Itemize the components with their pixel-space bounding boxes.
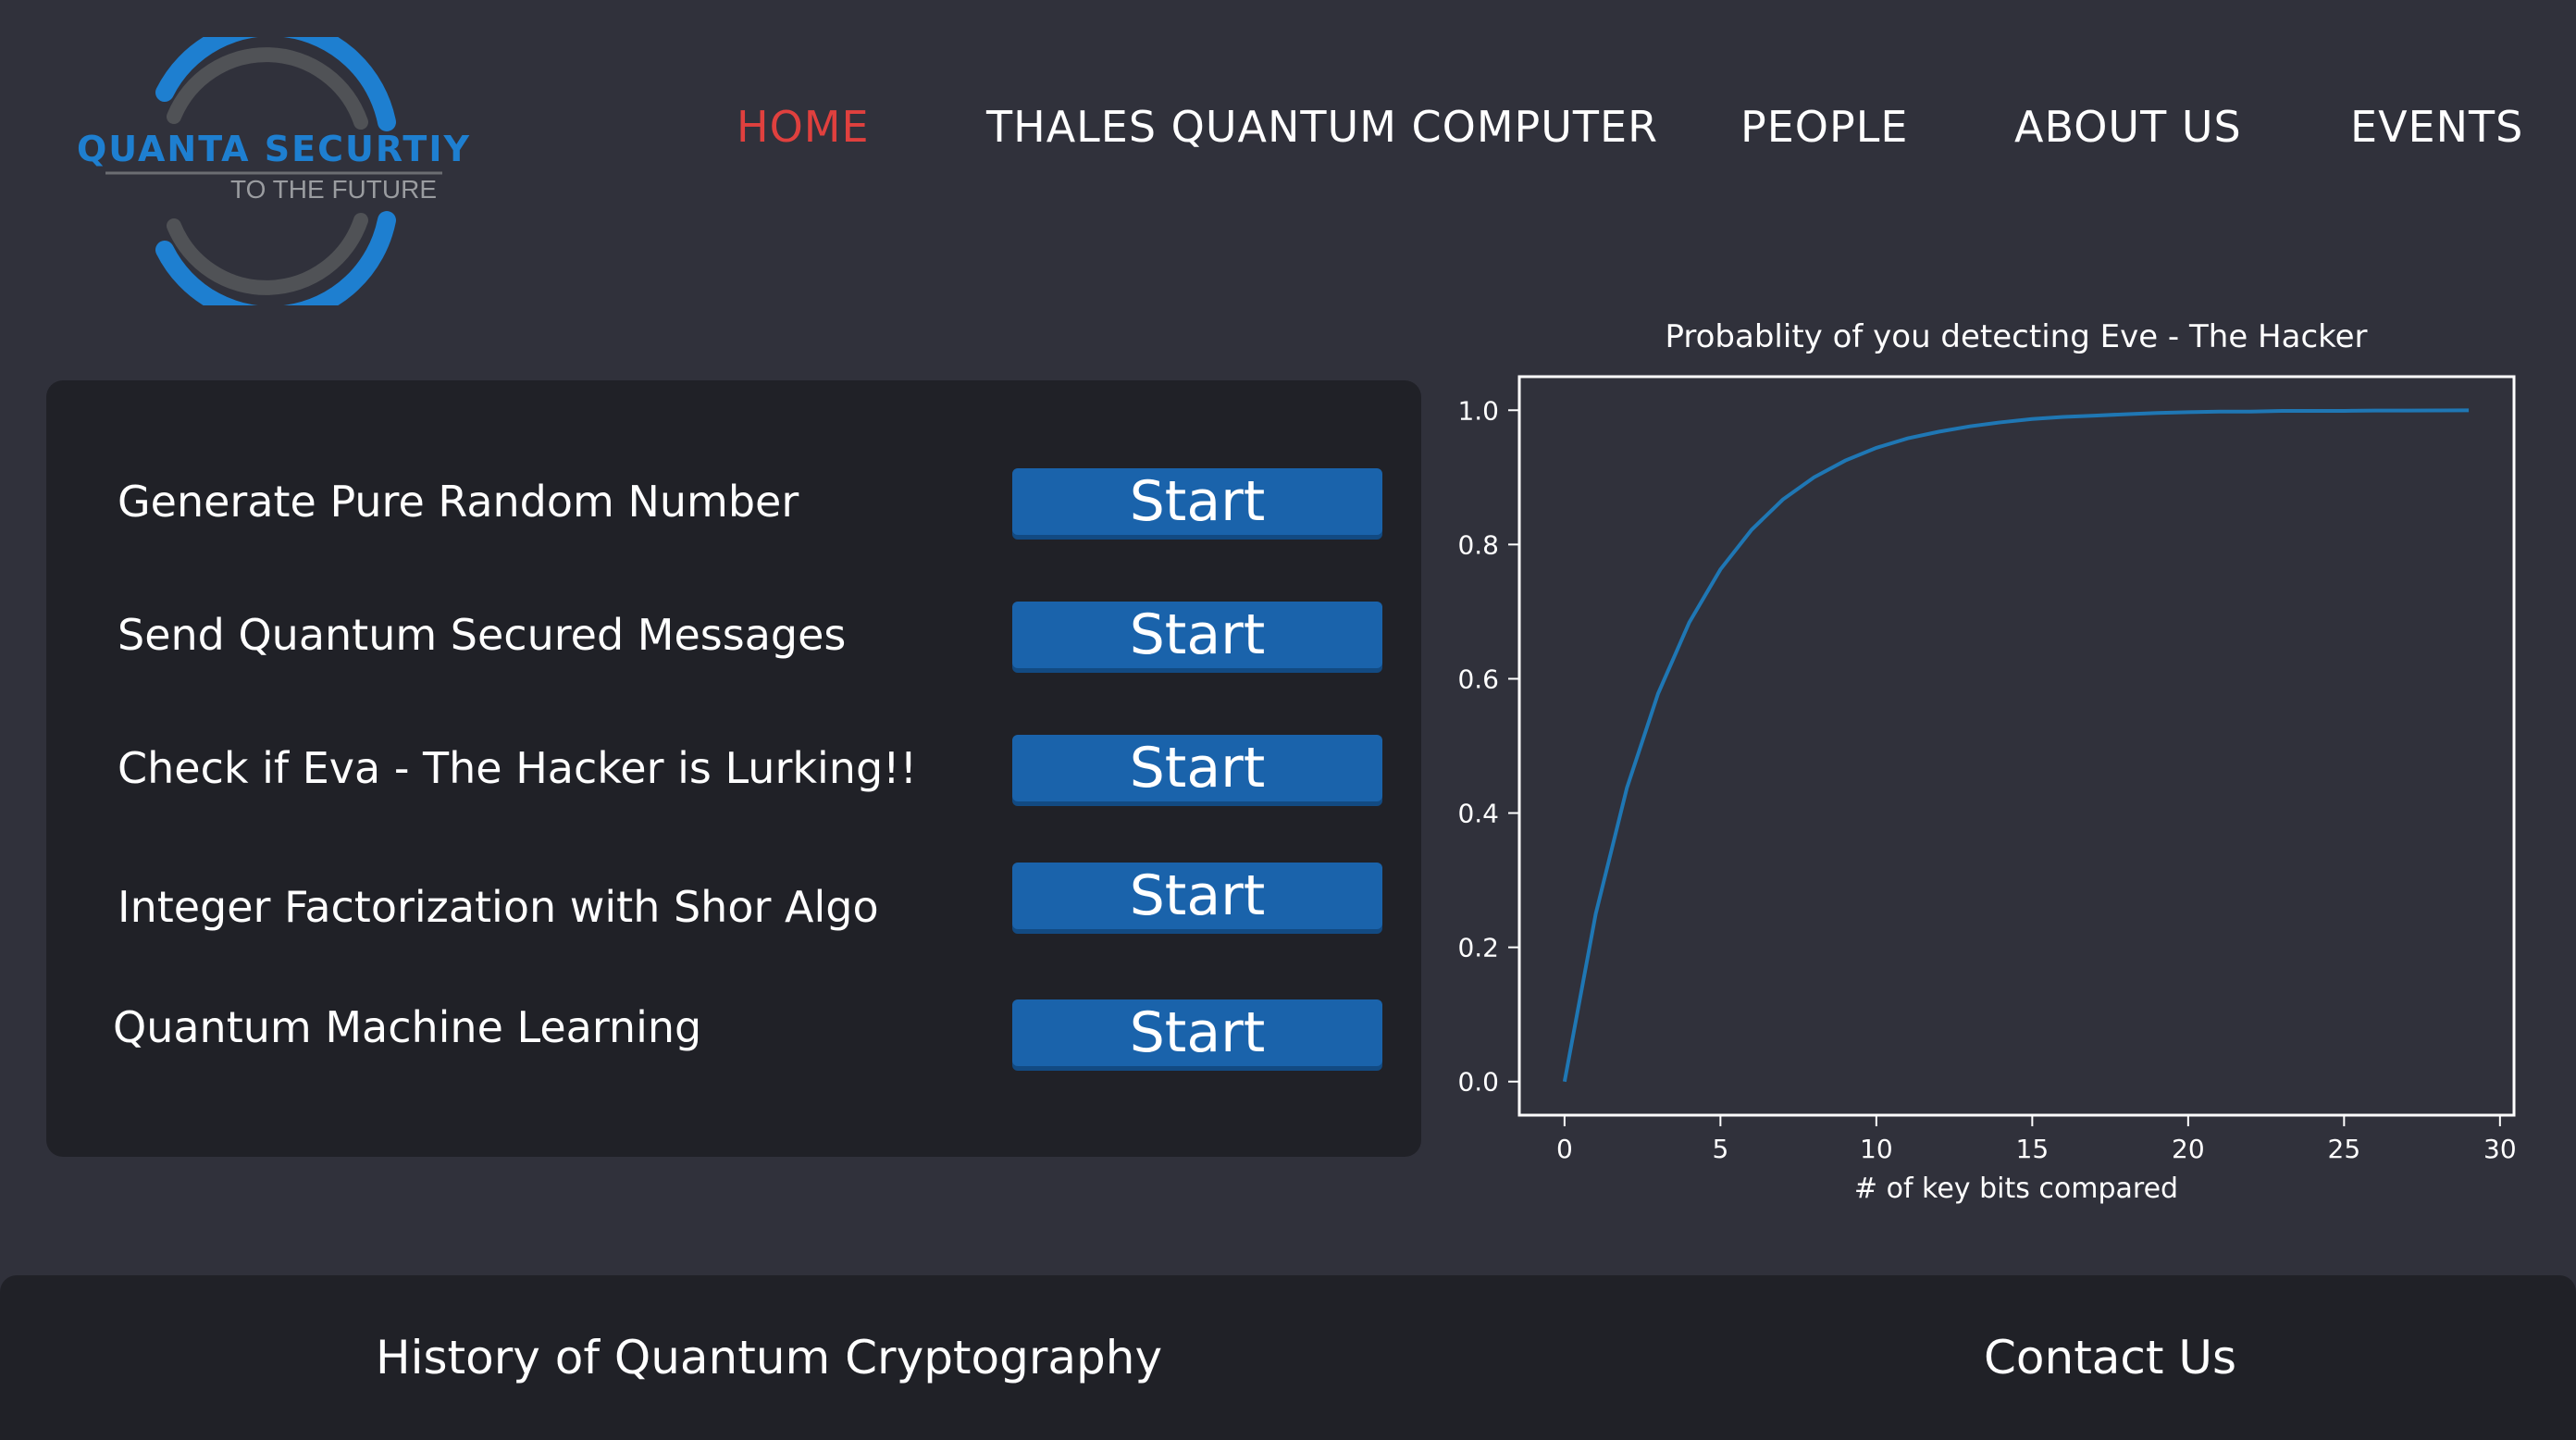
action-row-secured-messages: Send Quantum Secured Messages Start: [46, 602, 1421, 668]
y-tick-label: 0.2: [1457, 933, 1499, 963]
y-tick-label: 0.6: [1457, 664, 1499, 694]
action-label-secured-messages: Send Quantum Secured Messages: [118, 610, 847, 660]
start-random-number-button[interactable]: Start: [1012, 468, 1382, 535]
action-label-shor-factorization: Integer Factorization with Shor Algo: [118, 882, 879, 932]
nav-about-us[interactable]: ABOUT US: [2014, 102, 2242, 152]
action-row-hacker-check: Check if Eva - The Hacker is Lurking!! S…: [46, 735, 1421, 801]
action-row-quantum-ml: Quantum Machine Learning Start: [46, 999, 1421, 1066]
brand-tagline: TO THE FUTURE: [230, 175, 437, 204]
y-tick-label: 0.8: [1457, 529, 1499, 560]
y-tick-label: 0.4: [1457, 799, 1499, 829]
x-tick-label: 10: [1860, 1134, 1893, 1164]
action-row-random-number: Generate Pure Random Number Start: [46, 468, 1421, 535]
nav-events[interactable]: EVENTS: [2350, 102, 2524, 152]
main-nav: HOME THALES QUANTUM COMPUTER PEOPLE ABOU…: [0, 102, 2576, 167]
nav-thales-quantum-computer[interactable]: THALES QUANTUM COMPUTER: [986, 102, 1659, 152]
detection-probability-chart: Probablity of you detecting Eve - The Ha…: [1425, 305, 2554, 1222]
nav-home[interactable]: HOME: [737, 102, 870, 152]
y-tick-label: 0.0: [1457, 1067, 1499, 1098]
action-row-shor-factorization: Integer Factorization with Shor Algo Sta…: [46, 863, 1421, 932]
action-label-hacker-check: Check if Eva - The Hacker is Lurking!!: [118, 743, 918, 793]
action-label-random-number: Generate Pure Random Number: [118, 477, 799, 527]
x-tick-label: 25: [2328, 1134, 2361, 1164]
brand-logo[interactable]: QUANTA SECURTIY TO THE FUTURE: [56, 37, 500, 305]
nav-people[interactable]: PEOPLE: [1740, 102, 1909, 152]
start-shor-factorization-button[interactable]: Start: [1012, 863, 1382, 929]
chart-x-axis: 0 5 10 15 20 25 30: [1556, 1115, 2517, 1164]
footer-history-link[interactable]: History of Quantum Cryptography: [376, 1331, 1163, 1384]
actions-panel: Generate Pure Random Number Start Send Q…: [46, 380, 1421, 1157]
chart-x-label: # of key bits compared: [1854, 1173, 2178, 1205]
chart-series-line: [1562, 408, 2470, 1083]
start-secured-messages-button[interactable]: Start: [1012, 602, 1382, 668]
y-tick-label: 1.0: [1457, 395, 1499, 426]
start-quantum-ml-button[interactable]: Start: [1012, 999, 1382, 1066]
x-tick-label: 30: [2483, 1134, 2517, 1164]
action-label-quantum-ml: Quantum Machine Learning: [113, 1002, 702, 1052]
x-tick-label: 5: [1712, 1134, 1728, 1164]
chart-y-axis: 0.0 0.2 0.4 0.6 0.8 1.0: [1457, 395, 1519, 1098]
logo-graphic: QUANTA SECURTIY TO THE FUTURE: [77, 37, 471, 305]
chart-plot-area: [1517, 375, 2516, 1117]
chart-title: Probablity of you detecting Eve - The Ha…: [1665, 318, 2367, 355]
start-hacker-check-button[interactable]: Start: [1012, 735, 1382, 801]
brand-name: QUANTA SECURTIY: [77, 129, 471, 169]
footer-contact-link[interactable]: Contact Us: [1984, 1331, 2237, 1384]
chart-canvas: Probablity of you detecting Eve - The Ha…: [1457, 318, 2517, 1205]
footer: History of Quantum Cryptography Contact …: [0, 1275, 2576, 1440]
x-tick-label: 15: [2016, 1134, 2050, 1164]
x-tick-label: 0: [1556, 1134, 1573, 1164]
x-tick-label: 20: [2172, 1134, 2205, 1164]
